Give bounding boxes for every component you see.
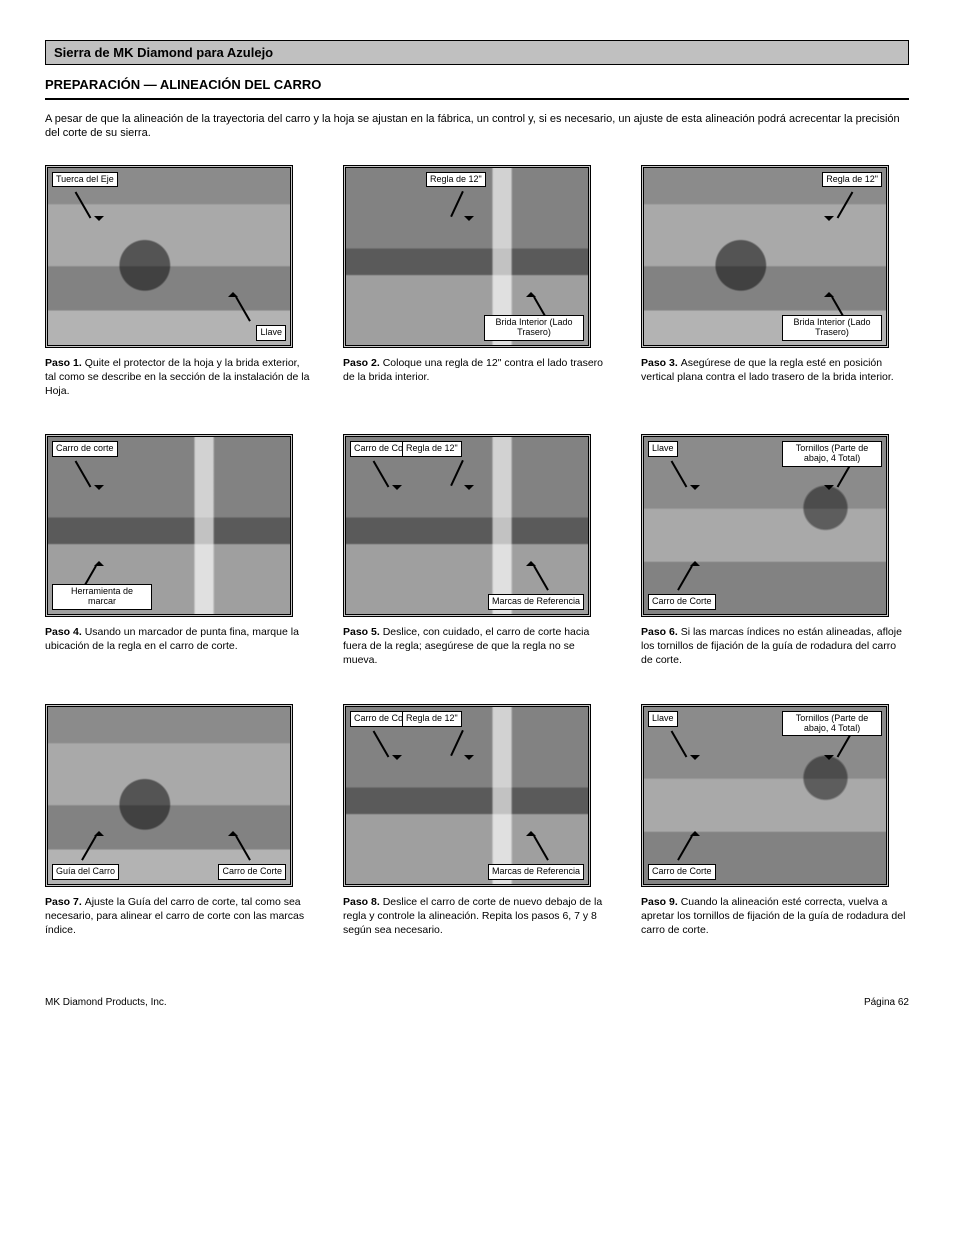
step-text: Paso 8. Deslice el carro de corte de nue…	[343, 895, 611, 938]
arrowhead-icon	[392, 755, 402, 765]
figure-image: Carro de corte Herramienta de marcar	[45, 434, 293, 617]
intro-text: A pesar de que la alineación de la traye…	[45, 112, 909, 141]
callout-label: Llave	[256, 325, 286, 341]
figure-cell: Regla de 12" Brida Interior (Lado Trasero…	[641, 165, 909, 399]
step-text: Paso 7. Ajuste la Guía del carro de cort…	[45, 895, 313, 938]
section-title: PREPARACIÓN — ALINEACIÓN DEL CARRO	[45, 73, 909, 100]
step-body: Quite el protector de la hoja y la brida…	[45, 357, 309, 397]
arrowhead-icon	[464, 216, 474, 226]
arrowhead-icon	[526, 287, 536, 297]
callout-label: Herramienta de marcar	[52, 584, 152, 610]
step-text: Paso 5. Deslice, con cuidado, el carro d…	[343, 625, 611, 668]
figure-image: Carro de CorteRegla de 12"Marcas de Refe…	[343, 704, 591, 887]
figure-cell: Llave Tornillos (Parte de abajo, 4 Total)…	[641, 704, 909, 938]
arrowhead-icon	[824, 485, 834, 495]
photo-placeholder	[346, 707, 588, 884]
arrowhead-icon	[824, 755, 834, 765]
step-body: Ajuste la Guía del carro de corte, tal c…	[45, 896, 304, 936]
step-text: Paso 1. Quite el protector de la hoja y …	[45, 356, 313, 399]
figure-row: Guía del Carro Carro de Corte Paso 7. Ajus…	[45, 704, 909, 938]
step-text: Paso 4. Usando un marcador de punta fina…	[45, 625, 313, 653]
figure-image: Carro de CorteRegla de 12"Marcas de Refe…	[343, 434, 591, 617]
arrowhead-icon	[94, 556, 104, 566]
step-number: Paso 2.	[343, 357, 383, 369]
callout-label: Carro de Corte	[218, 864, 286, 880]
step-number: Paso 4.	[45, 626, 85, 638]
callout-label: Tuerca del Eje	[52, 172, 118, 188]
figure-cell: Tuerca del Eje Llave Paso 1. Quite el prot…	[45, 165, 313, 399]
arrowhead-icon	[94, 216, 104, 226]
step-number: Paso 8.	[343, 896, 383, 908]
callout-label: Carro de corte	[52, 441, 118, 457]
step-body: Deslice el carro de corte de nuevo debaj…	[343, 896, 602, 936]
figure-image: Llave Tornillos (Parte de abajo, 4 Total)…	[641, 434, 889, 617]
figure-cell: Guía del Carro Carro de Corte Paso 7. Ajus…	[45, 704, 313, 938]
callout-label: Carro de Corte	[648, 594, 716, 610]
arrowhead-icon	[824, 216, 834, 226]
page-footer: MK Diamond Products, Inc. Página 62	[45, 997, 909, 1008]
callout-label: Tornillos (Parte de abajo, 4 Total)	[782, 711, 882, 737]
callout-label: Carro de Corte	[648, 864, 716, 880]
arrowhead-icon	[824, 287, 834, 297]
figure-cell: Regla de 12" Brida Interior (Lado Trasero…	[343, 165, 611, 399]
figure-image: Llave Tornillos (Parte de abajo, 4 Total)…	[641, 704, 889, 887]
arrowhead-icon	[392, 485, 402, 495]
arrowhead-icon	[228, 287, 238, 297]
arrowhead-icon	[464, 485, 474, 495]
step-text: Paso 3. Asegúrese de que la regla esté e…	[641, 356, 909, 384]
callout-label: Brida Interior (Lado Trasero)	[782, 315, 882, 341]
step-number: Paso 9.	[641, 896, 681, 908]
callout-label: Marcas de Referencia	[488, 864, 584, 880]
step-body: Coloque una regla de 12" contra el lado …	[343, 357, 603, 383]
photo-placeholder	[48, 168, 290, 345]
arrowhead-icon	[464, 755, 474, 765]
step-text: Paso 6. Si las marcas índices no están a…	[641, 625, 909, 668]
step-body: Cuando la alineación esté correcta, vuel…	[641, 896, 905, 936]
figure-cell: Llave Tornillos (Parte de abajo, 4 Total)…	[641, 434, 909, 668]
section-title-text: PREPARACIÓN — ALINEACIÓN DEL CARRO	[45, 77, 321, 92]
arrowhead-icon	[526, 826, 536, 836]
callout-label: Guía del Carro	[52, 864, 119, 880]
photo-placeholder	[346, 437, 588, 614]
step-text: Paso 2. Coloque una regla de 12" contra …	[343, 356, 611, 384]
arrowhead-icon	[690, 826, 700, 836]
callout-label: Llave	[648, 441, 678, 457]
figure-cell: Carro de CorteRegla de 12"Marcas de Refe…	[343, 704, 611, 938]
arrowhead-icon	[690, 556, 700, 566]
arrowhead-icon	[94, 826, 104, 836]
figure-image: Regla de 12" Brida Interior (Lado Trasero…	[641, 165, 889, 348]
footer-right: Página 62	[864, 997, 909, 1008]
callout-label: Regla de 12"	[402, 441, 462, 457]
step-body: Si las marcas índices no están alineadas…	[641, 626, 902, 666]
step-number: Paso 1.	[45, 357, 85, 369]
step-text: Paso 9. Cuando la alineación esté correc…	[641, 895, 909, 938]
figure-image: Tuerca del Eje Llave	[45, 165, 293, 348]
arrowhead-icon	[228, 826, 238, 836]
header-text: Sierra de MK Diamond para Azulejo	[54, 45, 273, 60]
figure-row: Carro de corte Herramienta de marcar Paso …	[45, 434, 909, 668]
callout-label: Brida Interior (Lado Trasero)	[484, 315, 584, 341]
step-number: Paso 5.	[343, 626, 383, 638]
arrowhead-icon	[690, 755, 700, 765]
figure-row: Tuerca del Eje Llave Paso 1. Quite el prot…	[45, 165, 909, 399]
footer-left: MK Diamond Products, Inc.	[45, 997, 167, 1008]
figure-image: Guía del Carro Carro de Corte	[45, 704, 293, 887]
arrowhead-icon	[94, 485, 104, 495]
header-bar: Sierra de MK Diamond para Azulejo	[45, 40, 909, 65]
callout-label: Tornillos (Parte de abajo, 4 Total)	[782, 441, 882, 467]
callout-label: Marcas de Referencia	[488, 594, 584, 610]
callout-label: Llave	[648, 711, 678, 727]
step-number: Paso 6.	[641, 626, 681, 638]
arrowhead-icon	[526, 556, 536, 566]
callout-label: Regla de 12"	[402, 711, 462, 727]
callout-label: Regla de 12"	[822, 172, 882, 188]
callout-label: Regla de 12"	[426, 172, 486, 188]
figure-cell: Carro de CorteRegla de 12"Marcas de Refe…	[343, 434, 611, 668]
step-number: Paso 3.	[641, 357, 681, 369]
arrowhead-icon	[690, 485, 700, 495]
figure-image: Regla de 12" Brida Interior (Lado Trasero…	[343, 165, 591, 348]
figure-cell: Carro de corte Herramienta de marcar Paso …	[45, 434, 313, 668]
step-number: Paso 7.	[45, 896, 85, 908]
